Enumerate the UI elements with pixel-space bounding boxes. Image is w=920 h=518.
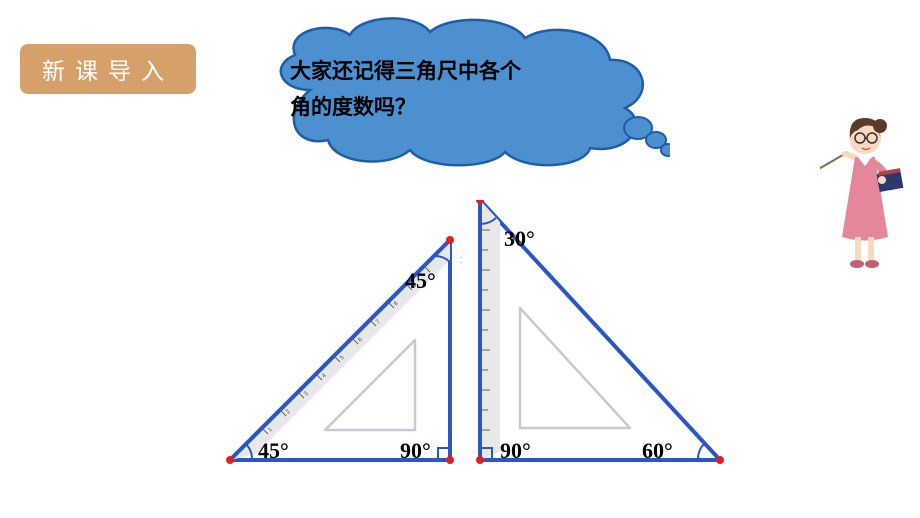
teacher-figure xyxy=(820,112,910,272)
angle-right-left: 90° xyxy=(500,438,531,464)
thought-line1: 大家还记得三角尺中各个 xyxy=(290,59,521,83)
teacher-hand xyxy=(878,176,886,184)
angle-left-right: 90° xyxy=(400,438,431,464)
angle-left-top: 45° xyxy=(405,268,436,294)
teacher-leg-right xyxy=(868,237,874,261)
teacher-bun xyxy=(873,119,887,133)
page-marker: ︰ xyxy=(456,252,466,267)
teacher-leg-left xyxy=(855,237,861,261)
thought-line2: 角的度数吗？ xyxy=(290,95,416,119)
angle-right-top: 30° xyxy=(504,226,535,252)
angle-right-right: 60° xyxy=(642,438,673,464)
angle-left-left: 45° xyxy=(258,438,289,464)
lesson-header: 新课导入 xyxy=(20,44,196,94)
teacher-shoe-right xyxy=(865,260,879,268)
teacher-shoe-left xyxy=(850,260,864,268)
thought-text: 大家还记得三角尺中各个 角的度数吗？ xyxy=(290,54,630,125)
